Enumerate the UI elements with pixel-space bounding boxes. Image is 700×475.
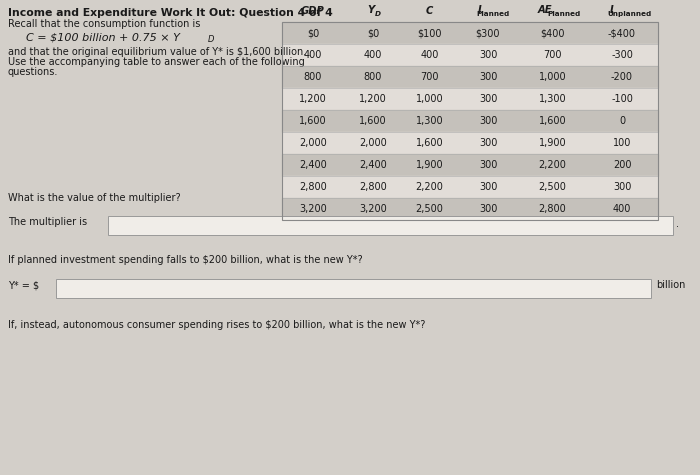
FancyBboxPatch shape — [56, 279, 651, 298]
Text: 0: 0 — [619, 116, 625, 126]
Text: If planned investment spending falls to $200 billion, what is the new Y*?: If planned investment spending falls to … — [8, 255, 363, 265]
Text: I: I — [478, 5, 482, 15]
Text: 400: 400 — [304, 50, 322, 60]
Text: 300: 300 — [479, 116, 497, 126]
Text: Recall that the consumption function is: Recall that the consumption function is — [8, 19, 200, 29]
Text: .: . — [676, 219, 679, 229]
Text: 2,400: 2,400 — [299, 160, 327, 170]
Text: 1,600: 1,600 — [299, 116, 327, 126]
Text: 2,000: 2,000 — [359, 138, 387, 148]
Text: 2,800: 2,800 — [359, 182, 387, 192]
Text: 100: 100 — [612, 138, 631, 148]
Text: 300: 300 — [479, 138, 497, 148]
Text: 1,200: 1,200 — [299, 94, 327, 104]
Text: 400: 400 — [420, 50, 439, 60]
Text: D: D — [375, 11, 381, 17]
Text: The multiplier is: The multiplier is — [8, 217, 87, 227]
Text: C = $100 billion + 0.75 × Y: C = $100 billion + 0.75 × Y — [26, 32, 180, 42]
Text: 1,300: 1,300 — [539, 94, 566, 104]
Text: and that the original equilibrium value of Y* is $1,600 billion.: and that the original equilibrium value … — [8, 47, 307, 57]
FancyBboxPatch shape — [108, 216, 673, 235]
Text: 700: 700 — [543, 50, 561, 60]
Text: 2,500: 2,500 — [538, 182, 566, 192]
Text: 2,800: 2,800 — [299, 182, 327, 192]
Text: 1,900: 1,900 — [539, 138, 566, 148]
Text: $100: $100 — [417, 28, 442, 38]
Bar — [282, 44, 658, 66]
Text: 1,600: 1,600 — [416, 138, 443, 148]
Text: 2,500: 2,500 — [416, 204, 443, 214]
Bar — [282, 154, 658, 176]
Text: 1,600: 1,600 — [359, 116, 387, 126]
Text: 300: 300 — [479, 160, 497, 170]
Text: 700: 700 — [420, 72, 439, 82]
Text: If, instead, autonomous consumer spending rises to $200 billion, what is the new: If, instead, autonomous consumer spendin… — [8, 320, 426, 330]
Bar — [282, 110, 658, 132]
Text: 1,000: 1,000 — [539, 72, 566, 82]
Text: GDP: GDP — [301, 6, 325, 16]
Text: 1,300: 1,300 — [416, 116, 443, 126]
Text: Planned: Planned — [548, 11, 581, 17]
Text: Y* = $: Y* = $ — [8, 280, 39, 290]
Text: 2,200: 2,200 — [416, 182, 443, 192]
Text: $0: $0 — [307, 28, 319, 38]
Text: $300: $300 — [476, 28, 500, 38]
Text: Y: Y — [368, 5, 374, 15]
Text: 300: 300 — [479, 72, 497, 82]
Text: 1,900: 1,900 — [416, 160, 443, 170]
Text: 200: 200 — [612, 160, 631, 170]
Text: I: I — [610, 5, 614, 15]
Text: 300: 300 — [479, 50, 497, 60]
Text: 400: 400 — [612, 204, 631, 214]
Text: 300: 300 — [479, 94, 497, 104]
Text: 3,200: 3,200 — [359, 204, 387, 214]
Text: 2,000: 2,000 — [299, 138, 327, 148]
Text: What is the value of the multiplier?: What is the value of the multiplier? — [8, 193, 181, 203]
Text: billion: billion — [656, 280, 685, 290]
Text: Planned: Planned — [477, 11, 510, 17]
Text: 300: 300 — [479, 204, 497, 214]
Bar — [282, 176, 658, 198]
Text: 1,200: 1,200 — [359, 94, 387, 104]
Text: D: D — [208, 35, 214, 44]
Text: 2,200: 2,200 — [538, 160, 566, 170]
Bar — [282, 66, 658, 88]
Text: C: C — [426, 6, 433, 16]
Bar — [282, 132, 658, 154]
Text: 1,600: 1,600 — [539, 116, 566, 126]
Text: 800: 800 — [304, 72, 322, 82]
Text: 1,000: 1,000 — [416, 94, 443, 104]
Bar — [282, 198, 658, 220]
Bar — [282, 22, 658, 44]
Bar — [282, 88, 658, 110]
Text: -$400: -$400 — [608, 28, 636, 38]
Text: -100: -100 — [611, 94, 633, 104]
Bar — [282, 22, 658, 220]
Text: 300: 300 — [612, 182, 631, 192]
Text: 800: 800 — [364, 72, 382, 82]
Text: 2,800: 2,800 — [538, 204, 566, 214]
Text: Income and Expenditure Work It Out: Question 4 of 4: Income and Expenditure Work It Out: Ques… — [8, 8, 332, 18]
Text: Use the accompanying table to answer each of the following: Use the accompanying table to answer eac… — [8, 57, 304, 67]
Text: -300: -300 — [611, 50, 633, 60]
Text: AE: AE — [537, 5, 552, 15]
Text: Unplanned: Unplanned — [608, 11, 652, 17]
Text: -200: -200 — [611, 72, 633, 82]
Text: $0: $0 — [367, 28, 379, 38]
Text: 3,200: 3,200 — [299, 204, 327, 214]
Text: 2,400: 2,400 — [359, 160, 387, 170]
Text: questions.: questions. — [8, 67, 58, 77]
Text: 400: 400 — [364, 50, 382, 60]
Text: 300: 300 — [479, 182, 497, 192]
Text: $400: $400 — [540, 28, 565, 38]
